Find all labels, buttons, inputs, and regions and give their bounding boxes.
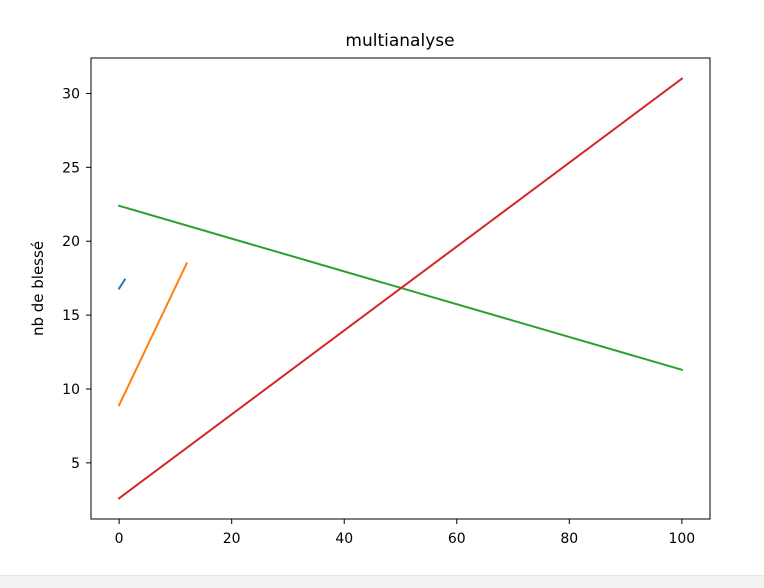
series-line-1 — [117, 278, 127, 290]
x-tick-label: 100 — [668, 531, 695, 547]
y-axis: 5 10 15 20 25 30 — [62, 86, 91, 472]
y-tick-label: 10 — [62, 382, 80, 398]
x-tick-label: 20 — [223, 531, 241, 547]
x-tick-label: 40 — [335, 531, 353, 547]
chart-title: multianalyse — [345, 31, 454, 51]
y-tick-label: 25 — [62, 160, 80, 176]
y-tick-label: 15 — [62, 308, 80, 324]
x-tick-label: 80 — [560, 531, 578, 547]
x-tick-label: 0 — [115, 531, 124, 547]
y-axis-label: nb de blessé — [29, 241, 47, 336]
bottom-strip — [0, 575, 764, 588]
series-layer — [117, 77, 684, 500]
x-tick-label: 60 — [448, 531, 466, 547]
y-tick-label: 30 — [62, 86, 80, 102]
x-axis: 0 20 40 60 80 100 — [115, 519, 695, 547]
series-line-2 — [117, 262, 189, 407]
y-tick-label: 5 — [71, 456, 80, 472]
series-line-4 — [117, 77, 684, 500]
axes-frame — [90, 57, 711, 520]
y-tick-label: 20 — [62, 234, 80, 250]
line-chart: multianalyse nb de blessé 0 20 40 60 80 100 5… — [29, 31, 711, 547]
